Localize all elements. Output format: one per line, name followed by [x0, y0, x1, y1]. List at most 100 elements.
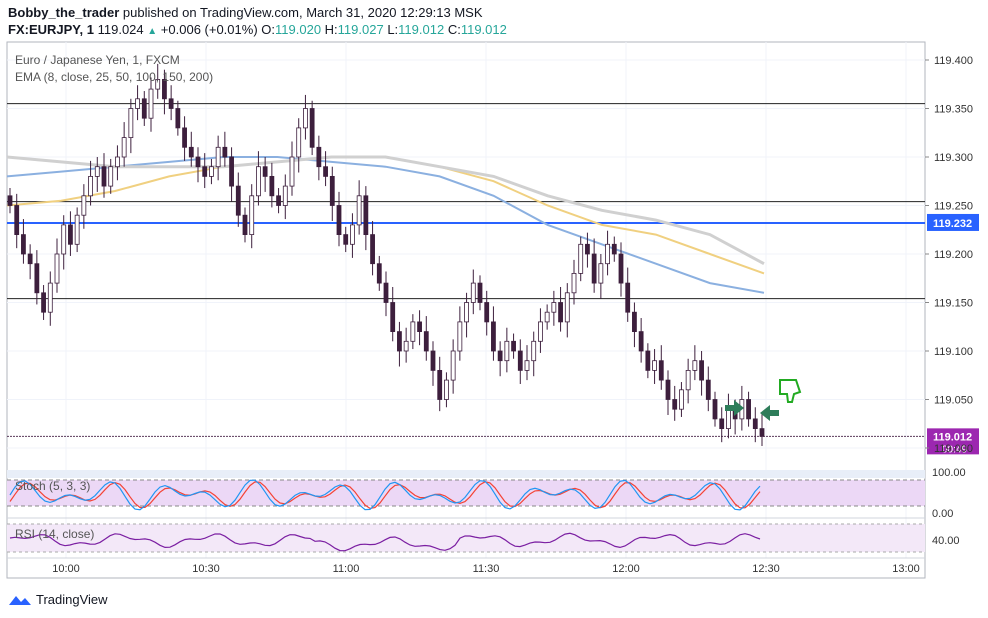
published-text: published on TradingView.com, March 31, …	[122, 5, 483, 20]
time-tick-label: 10:30	[192, 563, 220, 575]
candle-body	[685, 369, 691, 391]
candle-body	[531, 340, 537, 362]
chart-frame	[6, 41, 926, 579]
legend-ema: EMA (8, close, 25, 50, 100, 150, 200)	[15, 70, 213, 84]
time-tick-label: 10:00	[52, 563, 80, 575]
candles	[7, 63, 765, 447]
candle-body	[7, 195, 13, 206]
candle-body	[115, 156, 120, 168]
candle-body	[497, 350, 503, 362]
candle-body	[329, 175, 335, 206]
candle-body	[182, 127, 187, 148]
level-price-label: 119.232	[933, 218, 972, 230]
candle-body	[309, 108, 315, 148]
candle-body	[148, 88, 154, 119]
candle-body	[464, 302, 469, 323]
candle-body	[209, 166, 214, 177]
candle-body	[477, 282, 483, 303]
price-tick-label: 119.000	[934, 443, 973, 455]
candle-body	[168, 98, 174, 109]
candle-body	[705, 379, 711, 400]
candle-body	[128, 108, 134, 139]
candle-body	[752, 418, 758, 429]
candle-body	[242, 214, 248, 235]
candle-body	[524, 360, 530, 371]
candle-body	[665, 379, 671, 400]
rsi-band	[7, 524, 925, 552]
arrow-right-icon	[725, 400, 744, 416]
candle-body	[585, 243, 590, 255]
candle-body	[175, 108, 181, 129]
rsi-line	[9, 532, 761, 552]
candle-body	[356, 195, 362, 226]
candle-body	[222, 146, 228, 158]
candle-body	[229, 156, 234, 187]
legend-rsi: RSI (14, close)	[15, 527, 94, 541]
candle-body	[101, 166, 107, 187]
time-axis[interactable]: 10:00 10:30 11:00 11:30 12:00 12:30 13:00	[52, 563, 920, 575]
candle-body	[390, 302, 396, 333]
candle-body	[21, 234, 26, 255]
candle-body	[350, 224, 355, 245]
candle-body	[759, 428, 765, 437]
candle-body	[484, 302, 490, 323]
stoch-lines	[9, 479, 761, 511]
candle-body	[276, 195, 281, 206]
candle-body	[289, 156, 295, 187]
candle-body	[316, 146, 322, 168]
candle-body	[618, 253, 624, 284]
candle-body	[672, 399, 678, 410]
candle-body	[141, 98, 147, 119]
candle-body	[692, 360, 698, 371]
publish-info: Bobby_the_trader published on TradingVie…	[8, 5, 483, 20]
stoch-tick-100: 100.00	[932, 467, 966, 479]
candle-body	[410, 321, 416, 342]
pane-separator[interactable]	[7, 470, 925, 478]
candle-body	[450, 350, 456, 381]
stoch-k-line	[9, 479, 761, 511]
level-price-tag	[927, 213, 979, 231]
annotations[interactable]	[725, 379, 802, 421]
candle-body	[162, 79, 167, 100]
candle-body	[54, 253, 60, 284]
price-tick-label: 119.300	[934, 152, 973, 164]
candle-body	[423, 331, 429, 352]
candle-body	[68, 224, 73, 245]
candle-body	[417, 321, 422, 332]
candle-body	[430, 350, 436, 371]
change: +0.006 (+0.01%)	[160, 22, 258, 37]
candle-body	[14, 205, 20, 236]
ema-line	[6, 155, 765, 266]
tradingview-logo[interactable]: TradingView	[8, 592, 108, 607]
candle-body	[188, 146, 194, 158]
candle-body	[437, 369, 443, 400]
candle-body	[215, 146, 221, 168]
price-tick-label: 119.050	[934, 395, 973, 407]
candle-body	[262, 166, 268, 177]
candle-body	[598, 263, 604, 284]
price-axis[interactable]: 119.400 119.350 119.300 119.250 119.200 119.1…	[925, 55, 973, 455]
candle-body	[625, 282, 631, 313]
candle-body	[41, 292, 46, 313]
candle-body	[544, 311, 550, 323]
legend-stoch: Stoch (5, 3, 3)	[15, 479, 90, 493]
candle-body	[699, 360, 704, 381]
candle-body	[726, 408, 731, 430]
candle-body	[403, 340, 409, 352]
candle-body	[155, 79, 161, 90]
countdown-label: 00:49	[942, 444, 967, 455]
last-price-label: 119.012	[933, 431, 972, 443]
candle-body	[652, 360, 657, 371]
author-name[interactable]: Bobby_the_trader	[8, 5, 120, 20]
candle-body	[282, 185, 288, 206]
last-price: 119.024	[97, 22, 144, 37]
high-value: 119.027	[337, 22, 384, 37]
candle-body	[712, 399, 718, 420]
candle-body	[746, 399, 751, 420]
arrow-left-icon	[760, 405, 779, 421]
up-arrow-icon: ▲	[147, 26, 158, 37]
candle-body	[74, 214, 80, 245]
candle-body	[679, 389, 684, 410]
